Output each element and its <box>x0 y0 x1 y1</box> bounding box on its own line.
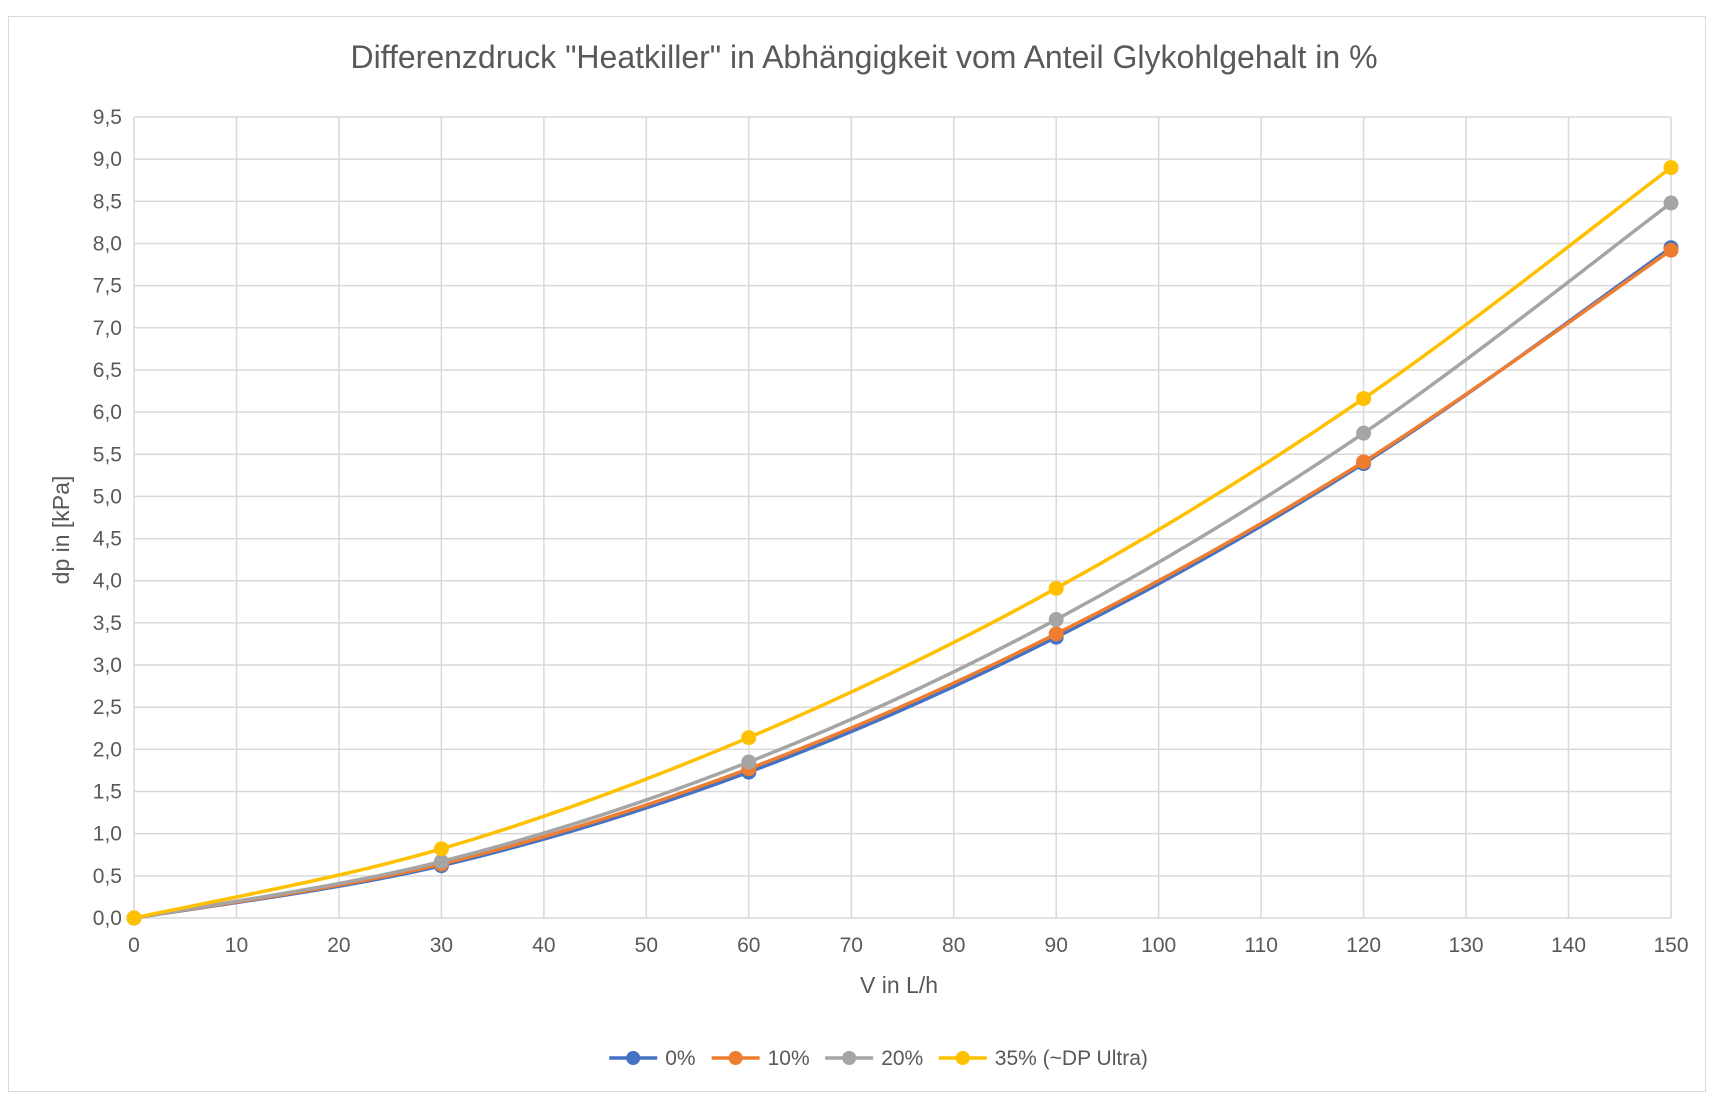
data-point <box>1048 626 1064 642</box>
y-tick-label: 0,5 <box>93 865 122 888</box>
legend: 0% 10% 20% 35% (~DP Ultra) <box>609 1047 1148 1070</box>
legend-entry: 0% <box>609 1047 696 1070</box>
legend-label: 35% (~DP Ultra) <box>995 1047 1148 1070</box>
y-tick-label: 3,0 <box>93 654 122 677</box>
data-point <box>1356 391 1372 407</box>
legend-entry: 35% (~DP Ultra) <box>938 1047 1148 1070</box>
data-point <box>1663 160 1679 176</box>
y-tick-label: 4,5 <box>93 528 122 551</box>
x-tick-label: 0 <box>128 934 140 957</box>
y-tick-label: 7,0 <box>93 317 122 340</box>
x-tick-label: 50 <box>635 934 658 957</box>
x-tick-label: 150 <box>1653 934 1688 957</box>
data-point <box>126 910 142 926</box>
y-axis-label: dp in [kPa] <box>48 476 74 585</box>
chart-title: Differenzdruck "Heatkiller" in Abhängigk… <box>350 39 1377 75</box>
series-0 <box>126 240 1679 926</box>
data-point <box>1663 195 1679 211</box>
y-tick-label: 4,0 <box>93 570 122 593</box>
x-tick-label: 100 <box>1141 934 1176 957</box>
legend-marker <box>728 1051 743 1065</box>
x-tick-label: 60 <box>737 934 760 957</box>
series-line <box>132 201 1673 920</box>
y-tick-label: 1,5 <box>93 781 122 804</box>
legend-marker <box>955 1051 970 1065</box>
x-tick-label: 10 <box>225 934 248 957</box>
legend-label: 0% <box>665 1047 695 1070</box>
y-tick-label: 9,5 <box>93 106 122 129</box>
x-tick-label: 130 <box>1449 934 1484 957</box>
y-axis-ticks: 0,0 0,5 1,0 1,5 2,0 2,5 3,0 3,5 4,0 4,5 5,0 5,5 6,0 6… <box>93 106 122 930</box>
legend-label: 20% <box>881 1047 923 1070</box>
x-tick-label: 90 <box>1045 934 1068 957</box>
y-tick-label: 9,0 <box>93 148 122 171</box>
y-tick-label: 8,5 <box>93 190 122 213</box>
x-tick-label: 40 <box>532 934 555 957</box>
series-line <box>132 245 1673 920</box>
x-axis-ticks: 0 10 20 30 40 50 60 70 80 90 100 110 120 130 140 150 <box>128 934 1688 957</box>
legend-marker <box>626 1051 641 1065</box>
y-tick-label: 8,0 <box>93 232 122 255</box>
x-axis-label: V in L/h <box>860 972 938 998</box>
y-tick-label: 7,5 <box>93 275 122 298</box>
legend-marker <box>842 1051 857 1065</box>
y-tick-label: 0,0 <box>93 907 122 930</box>
x-tick-label: 140 <box>1551 934 1586 957</box>
y-tick-label: 6,0 <box>93 401 122 424</box>
series <box>126 160 1679 926</box>
y-tick-label: 2,5 <box>93 696 122 719</box>
data-point <box>1356 425 1372 441</box>
data-point <box>1048 580 1064 596</box>
y-tick-label: 5,5 <box>93 443 122 466</box>
data-point <box>741 730 757 746</box>
data-point <box>1663 242 1679 258</box>
x-tick-label: 30 <box>430 934 453 957</box>
x-tick-label: 70 <box>840 934 863 957</box>
data-point <box>1356 454 1372 470</box>
y-tick-label: 2,0 <box>93 738 122 761</box>
x-tick-label: 80 <box>942 934 965 957</box>
y-tick-label: 3,5 <box>93 612 122 635</box>
x-tick-label: 120 <box>1346 934 1381 957</box>
series-1 <box>126 242 1679 926</box>
legend-label: 10% <box>768 1047 810 1070</box>
data-point <box>433 841 449 857</box>
y-tick-label: 1,0 <box>93 823 122 846</box>
series-3 <box>126 160 1679 926</box>
x-tick-label: 20 <box>327 934 350 957</box>
data-point <box>1048 612 1064 628</box>
chart-area[interactable]: Differenzdruck "Heatkiller" in Abhängigk… <box>8 16 1706 1092</box>
grid <box>133 116 1672 919</box>
legend-entry: 10% <box>711 1047 810 1070</box>
series-line <box>132 248 1673 920</box>
y-tick-label: 5,0 <box>93 485 122 508</box>
y-tick-label: 6,5 <box>93 359 122 382</box>
series-line <box>132 165 1673 920</box>
data-point <box>741 754 757 770</box>
data-point <box>433 854 449 870</box>
legend-entry: 20% <box>825 1047 923 1070</box>
line-chart: Differenzdruck "Heatkiller" in Abhängigk… <box>48 39 1689 1070</box>
series-2 <box>126 195 1679 926</box>
x-tick-label: 110 <box>1244 934 1277 957</box>
